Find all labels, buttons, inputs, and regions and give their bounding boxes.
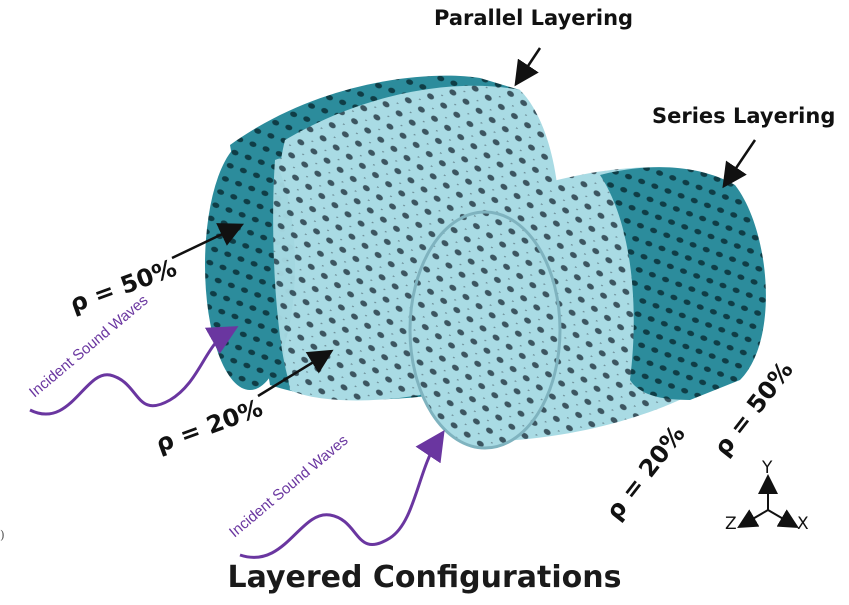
series-layering-label: Series Layering <box>652 104 836 128</box>
series-cylinder-front-face <box>410 212 560 448</box>
parallel-cylinder-inner-core <box>273 157 336 386</box>
z-axis-arrow <box>737 509 769 529</box>
series-cylinder <box>408 167 766 450</box>
series-cylinder-front-rim <box>408 210 562 450</box>
arrow-rho-parallel-outer <box>171 223 245 260</box>
arrow-rho-parallel-inner <box>257 349 334 398</box>
x-axis-arrow <box>767 509 799 529</box>
axis-label-x: X <box>797 514 809 534</box>
incident-wave-2 <box>239 430 445 559</box>
arrow-series-layering <box>722 139 757 189</box>
arrow-parallel-layering <box>514 47 542 87</box>
figure-caption: Layered Configurations <box>227 560 622 595</box>
incident-wave-1 <box>29 326 239 416</box>
series-cylinder-body-dense <box>600 167 766 400</box>
stray-parenthesis: ) <box>0 528 5 542</box>
axis-label-z: Z <box>725 514 737 534</box>
axis-label-y: Y <box>762 458 773 478</box>
coordinate-axes <box>737 474 799 529</box>
parallel-layering-label: Parallel Layering <box>434 6 634 30</box>
